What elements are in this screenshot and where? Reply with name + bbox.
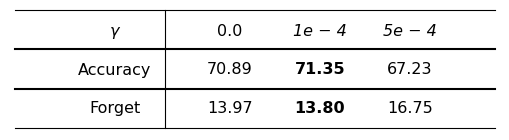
Text: 16.75: 16.75 xyxy=(386,101,432,116)
Text: 70.89: 70.89 xyxy=(207,62,252,78)
Text: 5e − 4: 5e − 4 xyxy=(382,24,436,39)
Text: 13.80: 13.80 xyxy=(294,101,345,116)
Text: γ: γ xyxy=(110,24,120,39)
Text: 0.0: 0.0 xyxy=(217,24,242,39)
Text: 13.97: 13.97 xyxy=(207,101,252,116)
Text: 71.35: 71.35 xyxy=(294,62,345,78)
Text: Accuracy: Accuracy xyxy=(78,62,152,78)
Text: Forget: Forget xyxy=(89,101,140,116)
Text: 67.23: 67.23 xyxy=(386,62,432,78)
Text: 1e − 4: 1e − 4 xyxy=(293,24,346,39)
